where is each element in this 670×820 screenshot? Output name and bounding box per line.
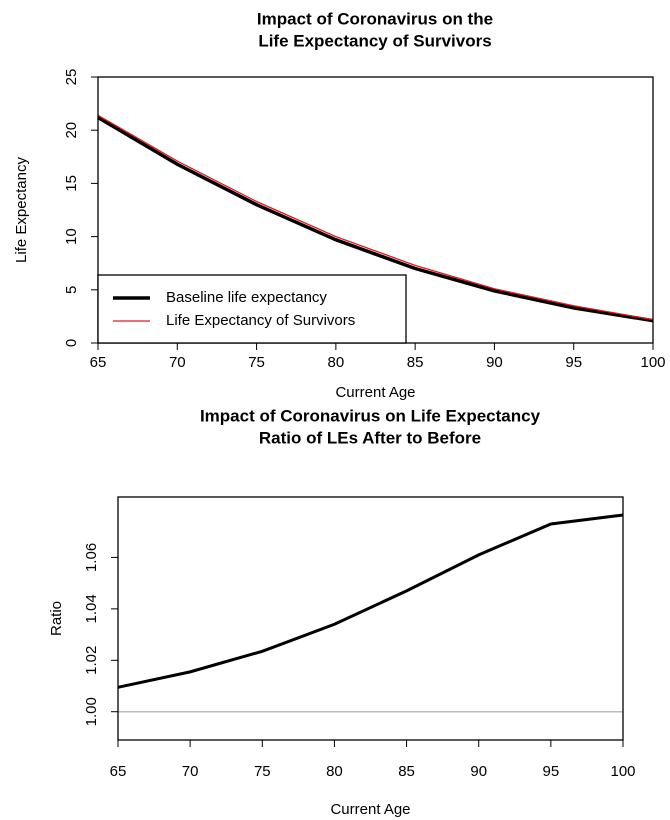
x-tick-label: 80: [328, 354, 345, 371]
y-tick-label: 1.00: [83, 697, 100, 726]
legend-box: [97, 274, 407, 344]
x-tick-label: 85: [407, 354, 424, 371]
chart-title: Life Expectancy of Survivors: [258, 31, 491, 50]
x-tick-label: 100: [610, 763, 635, 780]
x-tick-label: 75: [248, 354, 265, 371]
y-tick-label: 20: [63, 122, 80, 139]
series-line: [97, 115, 654, 323]
x-tick-label: 95: [565, 354, 582, 371]
chart-title: Ratio of LEs After to Before: [259, 428, 481, 447]
x-tick-label: 90: [470, 763, 487, 780]
x-tick-label: 65: [110, 763, 127, 780]
x-axis-title: Current Age: [330, 801, 410, 818]
x-tick-label: 65: [90, 354, 107, 371]
x-tick-label: 80: [326, 763, 343, 780]
x-tick-label: 100: [640, 354, 665, 371]
x-tick-label: 95: [543, 763, 560, 780]
series-line: [117, 513, 624, 689]
legend-label: Life Expectancy of Survivors: [166, 312, 355, 329]
x-tick-label: 70: [182, 763, 199, 780]
x-tick-label: 75: [254, 763, 271, 780]
y-tick-label: 0: [63, 339, 80, 347]
y-tick-label: 5: [63, 286, 80, 294]
chart-title: Impact of Coronavirus on Life Expectancy: [200, 406, 541, 425]
x-tick-label: 90: [486, 354, 503, 371]
y-axis-title: Ratio: [48, 601, 65, 636]
x-tick-label: 70: [169, 354, 186, 371]
plot-frame: [117, 496, 624, 741]
y-axis-title: Life Expectancy: [13, 157, 30, 263]
series-line: [97, 114, 654, 321]
y-tick-label: 25: [63, 69, 80, 86]
chart-title: Impact of Coronavirus on the: [257, 9, 493, 28]
y-tick-label: 10: [63, 228, 80, 245]
y-tick-label: 1.06: [83, 543, 100, 572]
y-tick-label: 1.04: [83, 594, 100, 623]
x-tick-label: 85: [398, 763, 415, 780]
y-tick-label: 15: [63, 175, 80, 192]
x-axis-title: Current Age: [335, 384, 415, 401]
legend-label: Baseline life expectancy: [166, 289, 327, 306]
y-tick-label: 1.02: [83, 646, 100, 675]
